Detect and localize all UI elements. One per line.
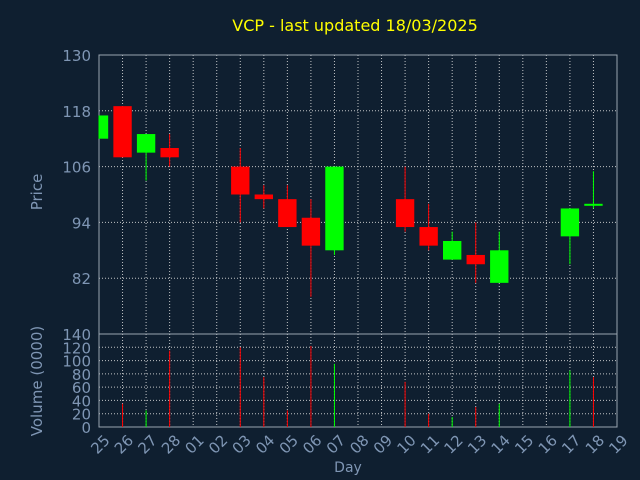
volume-tick-label: 120 bbox=[62, 339, 91, 357]
candle-body bbox=[490, 250, 509, 283]
volume-axis-label: Volume (0000) bbox=[28, 326, 46, 436]
candle-body bbox=[560, 208, 580, 237]
candle-body bbox=[254, 194, 274, 200]
candle-body bbox=[301, 217, 321, 246]
candle-body bbox=[136, 134, 156, 153]
candle-body bbox=[231, 166, 250, 195]
volume-tick-label: 100 bbox=[62, 353, 91, 371]
volume-panel-frame bbox=[98, 333, 618, 428]
candle-body bbox=[466, 254, 485, 265]
price-tick-label: 94 bbox=[72, 214, 91, 232]
volume-tick-label: 40 bbox=[72, 392, 91, 410]
candle-body bbox=[99, 115, 109, 139]
x-axis-label: Day bbox=[334, 460, 362, 476]
candle-body bbox=[278, 199, 297, 228]
candle-body bbox=[395, 199, 415, 228]
candle-body bbox=[584, 203, 603, 206]
candle-body bbox=[325, 166, 344, 251]
price-tick-label: 118 bbox=[62, 103, 91, 121]
price-panel: 130 118 106 94 82 bbox=[62, 47, 618, 427]
price-tick-label: 106 bbox=[62, 159, 91, 177]
candle-body bbox=[160, 148, 179, 158]
chart-title: VCP - last updated 18/03/2025 bbox=[232, 16, 478, 35]
price-tick-label: 82 bbox=[72, 270, 91, 288]
volume-tick-label: 60 bbox=[72, 379, 91, 397]
candle-body bbox=[113, 106, 132, 158]
candle-body bbox=[442, 241, 462, 260]
volume-tick-label: 0 bbox=[81, 419, 91, 437]
volume-tick-label: 140 bbox=[62, 326, 91, 344]
price-axis-label: Price bbox=[28, 174, 46, 211]
candle-body bbox=[419, 227, 438, 246]
x-tick-labels: 2526272801020304050607080910111213141516… bbox=[87, 431, 631, 457]
volume-tick-label: 20 bbox=[72, 406, 91, 424]
price-tick-label: 130 bbox=[62, 47, 91, 65]
volume-tick-label: 80 bbox=[72, 366, 91, 384]
